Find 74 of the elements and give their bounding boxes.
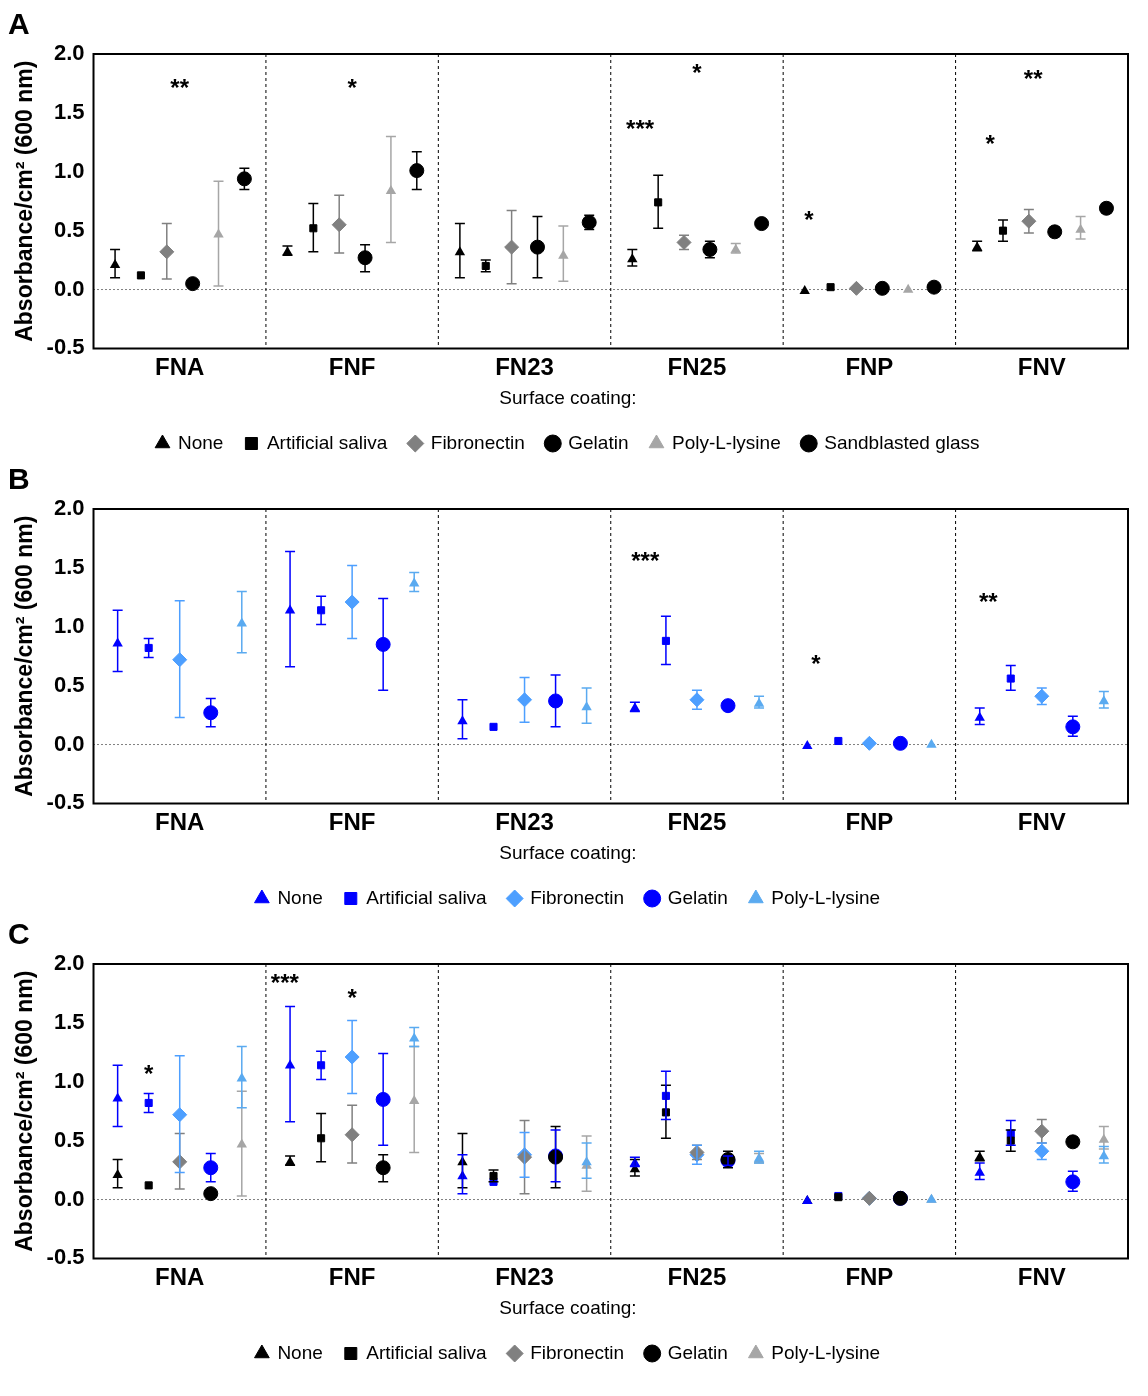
annotation: *** [270,969,300,997]
annotation: * [804,206,815,234]
y-tick-label: 1.0 [53,612,85,638]
y-axis-title: Absorbance/cm² (600 nm) [11,970,38,1252]
y-tick-label: 1.5 [53,1008,85,1034]
y-tick-label: 2.0 [53,495,85,521]
legend-label: Gelatin [667,886,728,908]
x-tick-label: FNP [845,1263,894,1291]
annotation: ** [170,73,190,101]
legend-label: Gelatin [568,431,629,453]
legend-label: Poly-L-lysine [671,431,781,453]
legend-label: Artificial saliva [366,1341,488,1363]
x-tick-label: FNA [155,1263,205,1291]
x-tick-label: FNV [1017,353,1066,381]
legend-label: Artificial saliva [266,431,388,453]
y-tick-label: 0.0 [53,275,85,301]
annotation: * [811,649,822,677]
chart-title: C [8,917,30,951]
legend-label: None [277,886,323,908]
y-tick-label: 0.5 [53,671,85,697]
legend-label: Sandblasted glass [824,431,980,453]
y-tick-label: 2.0 [53,950,85,976]
y-axis-title: Absorbance/cm² (600 nm) [11,515,38,797]
legend-label: Fibronectin [430,431,525,453]
y-tick-label: -0.5 [46,789,85,815]
legend-title: Surface coating: [499,841,637,863]
y-tick-label: 0.0 [53,730,85,756]
x-tick-label: FNA [155,353,205,381]
annotation: *** [631,546,660,574]
y-tick-label: -0.5 [46,334,85,360]
legend-title: Surface coating: [499,1296,637,1318]
annotation: ** [979,587,999,615]
legend-label: Poly-L-lysine [771,1341,881,1363]
legend-label: Gelatin [667,1341,728,1363]
x-tick-label: FN23 [495,1263,554,1291]
legend-title: Surface coating: [499,386,637,408]
y-tick-label: 1.5 [53,553,85,579]
annotation: * [144,1060,155,1088]
x-tick-label: FNA [155,808,205,836]
legend-label: Fibronectin [530,886,625,908]
annotation: ** [1023,65,1044,93]
annotation: * [985,129,996,157]
x-tick-label: FNV [1017,808,1066,836]
x-tick-label: FN25 [667,1263,727,1291]
x-tick-label: FN23 [495,808,554,836]
y-tick-label: -0.5 [46,1244,85,1270]
x-tick-label: FNV [1017,1263,1066,1291]
y-tick-label: 1.5 [53,98,85,124]
annotation: * [347,73,358,101]
x-tick-label: FN23 [495,353,554,381]
y-tick-label: 0.5 [53,1126,85,1152]
y-tick-label: 0.5 [53,216,85,242]
x-tick-label: FNF [328,1263,376,1291]
legend-label: Fibronectin [530,1341,625,1363]
y-tick-label: 1.0 [53,1067,85,1093]
annotation: * [347,983,358,1011]
x-tick-label: FNP [845,353,894,381]
y-tick-label: 0.0 [53,1185,85,1211]
chart-title: B [8,462,30,496]
x-tick-label: FNP [845,808,894,836]
legend-label: Artificial saliva [366,886,488,908]
x-tick-label: FNF [328,353,376,381]
legend-label: None [277,1341,323,1363]
y-axis-title: Absorbance/cm² (600 nm) [11,60,38,342]
x-tick-label: FNF [328,808,376,836]
chart-title: A [8,7,30,41]
x-tick-label: FN25 [667,353,727,381]
y-tick-label: 1.0 [53,157,85,183]
legend-label: Poly-L-lysine [771,886,881,908]
y-tick-label: 2.0 [53,40,85,66]
x-tick-label: FN25 [667,808,727,836]
annotation: * [692,59,703,87]
legend-label: None [178,431,224,453]
annotation: *** [626,115,655,143]
